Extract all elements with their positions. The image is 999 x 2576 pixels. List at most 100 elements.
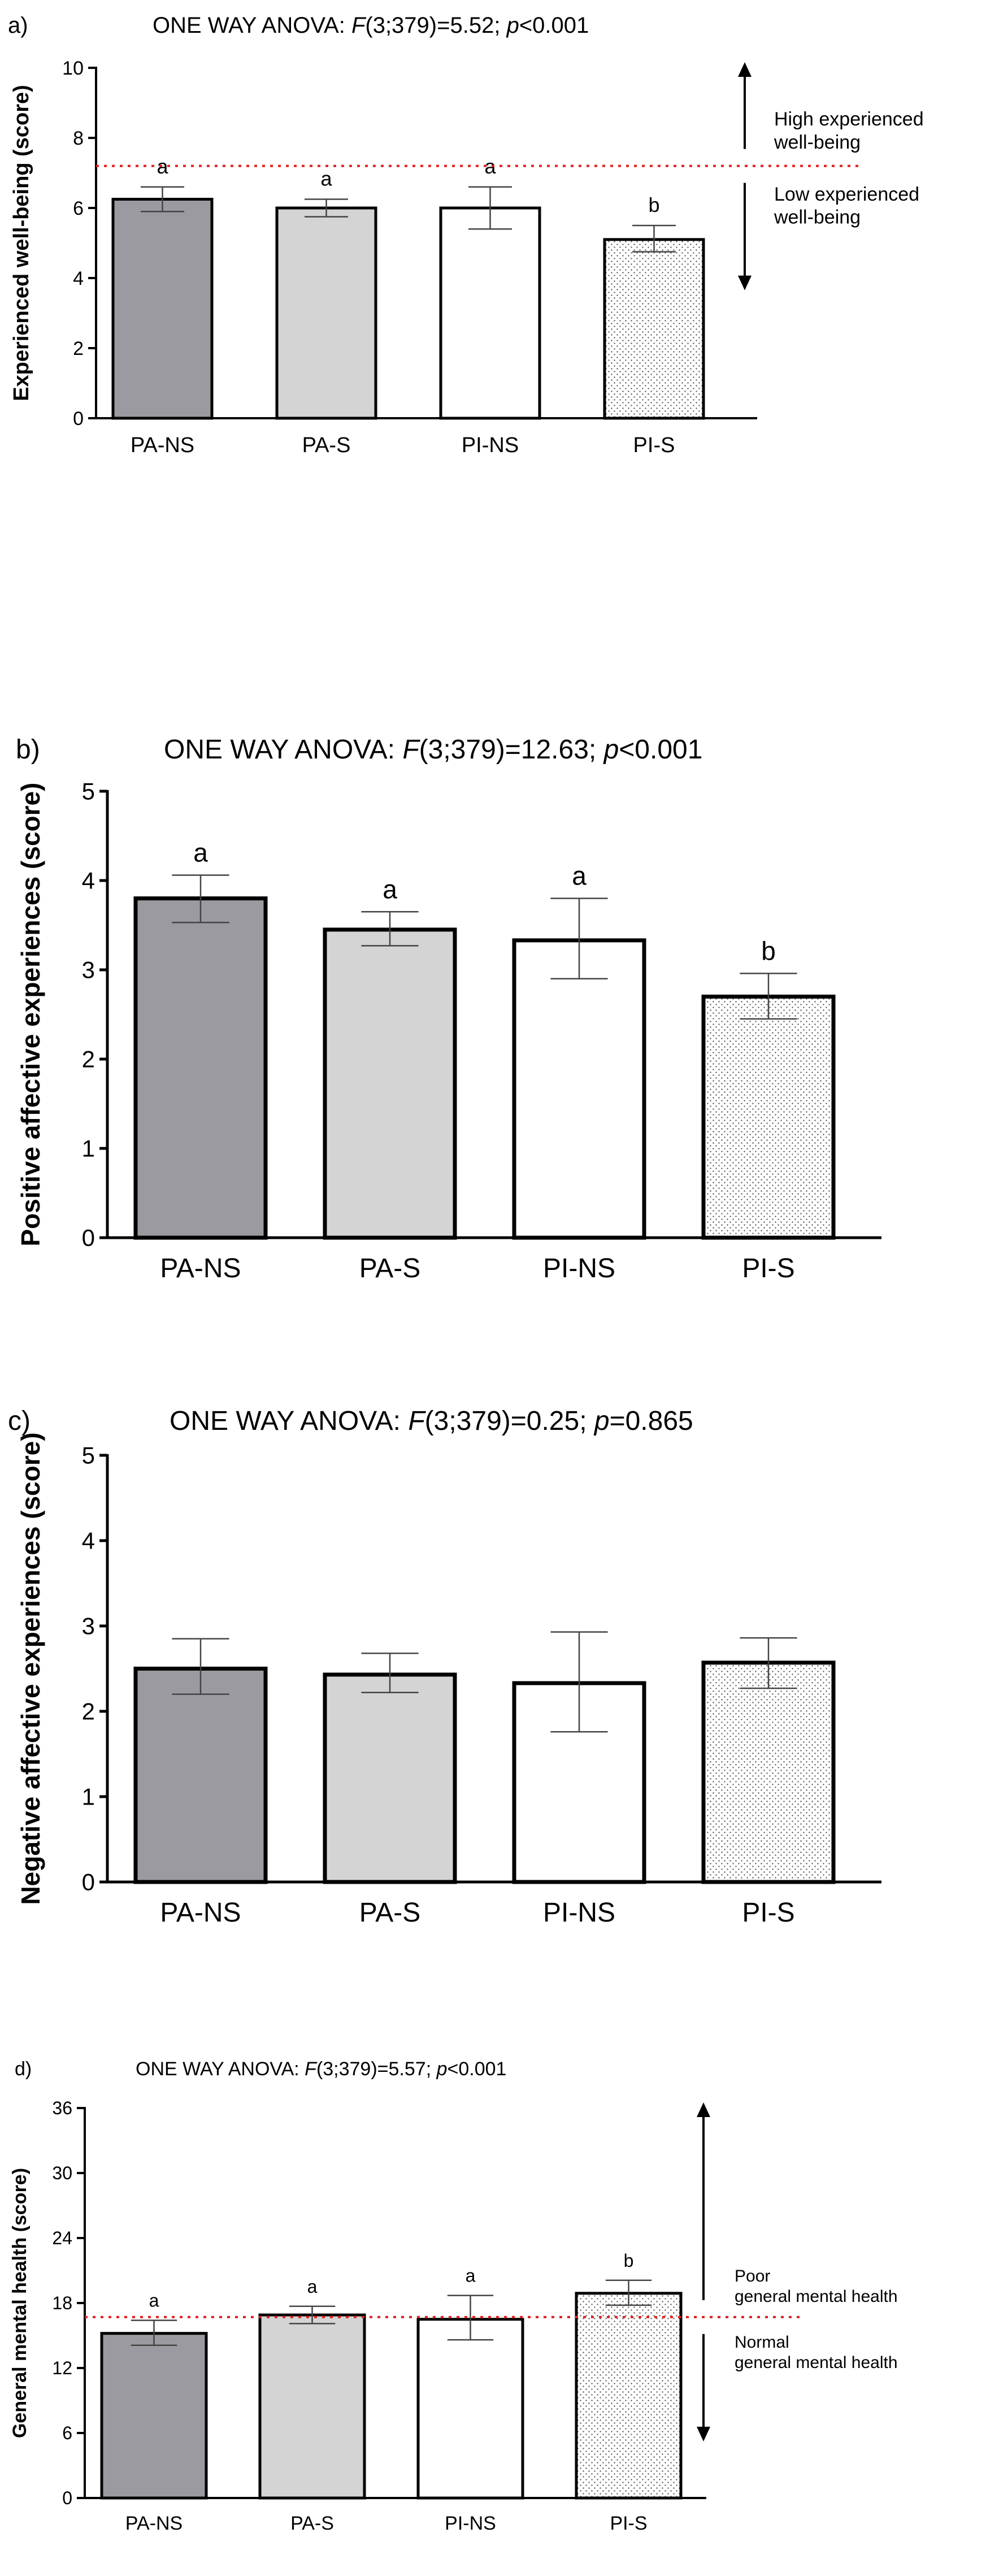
y-tick-label: 4 bbox=[82, 1528, 95, 1554]
title-mid: (3;379)=0.25; bbox=[425, 1406, 594, 1436]
annotation-high-line2: general mental health bbox=[735, 2287, 898, 2306]
y-tick-label: 5 bbox=[82, 778, 95, 805]
title-p: p bbox=[506, 13, 519, 38]
panel-label: d) bbox=[15, 2058, 32, 2080]
title-F: F bbox=[351, 13, 367, 38]
x-tick-label: PA-NS bbox=[131, 433, 194, 457]
significance-letter: a bbox=[307, 2276, 318, 2297]
bar-pa-s bbox=[323, 1672, 457, 1884]
y-tick-label: 0 bbox=[82, 1869, 95, 1896]
y-tick-label: 6 bbox=[73, 198, 84, 219]
title-F: F bbox=[408, 1406, 426, 1436]
bar-pi-ns bbox=[416, 2318, 524, 2500]
x-tick-label: PA-NS bbox=[160, 1254, 241, 1283]
x-tick-label: PI-NS bbox=[445, 2513, 496, 2534]
chart-title: ONE WAY ANOVA: F(3;379)=0.25; p=0.865 bbox=[170, 1406, 693, 1436]
x-tick-label: PA-S bbox=[359, 1898, 420, 1928]
title-mid: (3;379)=5.52; bbox=[365, 13, 506, 38]
title-p: p bbox=[436, 2058, 448, 2080]
x-tick-label: PA-S bbox=[290, 2513, 334, 2534]
bar-pa-ns bbox=[133, 896, 268, 1240]
annotation-low-line1: Low experienced bbox=[774, 184, 919, 205]
annotation-low-line2: well-being bbox=[774, 207, 861, 228]
chart-title: ONE WAY ANOVA: F(3;379)=5.52; p<0.001 bbox=[153, 13, 589, 38]
y-tick-label: 6 bbox=[62, 2423, 72, 2443]
title-mid: (3;379)=12.63; bbox=[419, 735, 604, 765]
chart-panel-b: b) ONE WAY ANOVA: F(3;379)=12.63; p<0.001… bbox=[16, 735, 881, 1283]
y-tick-label: 5 bbox=[82, 1442, 95, 1469]
x-tick-label: PI-NS bbox=[462, 433, 519, 457]
y-tick-label: 0 bbox=[73, 408, 84, 430]
significance-letter: a bbox=[157, 155, 168, 178]
bar-pa-s bbox=[258, 2313, 366, 2500]
annotation-high-line2: well-being bbox=[774, 132, 861, 153]
y-tick-label: 1 bbox=[82, 1135, 95, 1162]
title-mid: (3;379)=5.57; bbox=[316, 2058, 437, 2080]
arrow-up-icon bbox=[697, 2102, 710, 2117]
bar-pa-ns bbox=[111, 198, 214, 420]
y-tick-label: 8 bbox=[73, 128, 84, 149]
significance-letter: a bbox=[193, 838, 208, 868]
x-tick-label: PI-S bbox=[742, 1898, 794, 1928]
panel-label: b) bbox=[16, 735, 40, 765]
x-tick-label: PA-NS bbox=[125, 2513, 183, 2534]
y-tick-label: 2 bbox=[82, 1046, 95, 1073]
chart-title: ONE WAY ANOVA: F(3;379)=5.57; p<0.001 bbox=[136, 2058, 506, 2080]
y-tick-label: 1 bbox=[82, 1784, 95, 1810]
y-tick-label: 0 bbox=[62, 2488, 72, 2508]
annotation-low-line1: Normal bbox=[735, 2333, 789, 2352]
significance-letter: b bbox=[761, 936, 776, 965]
title-end: <0.001 bbox=[619, 735, 702, 765]
arrow-up-icon bbox=[738, 62, 752, 77]
bar-pi-ns bbox=[512, 938, 646, 1240]
annotation-high-line1: High experienced bbox=[774, 109, 924, 130]
y-tick-label: 3 bbox=[82, 1613, 95, 1640]
title-F: F bbox=[305, 2058, 318, 2080]
y-tick-label: 2 bbox=[82, 1698, 95, 1725]
y-tick-label: 30 bbox=[52, 2163, 72, 2183]
significance-letter: a bbox=[149, 2291, 159, 2311]
y-axis-label: Positive affective experiences (score) bbox=[16, 783, 45, 1247]
x-tick-label: PA-NS bbox=[160, 1898, 241, 1928]
title-end: =0.865 bbox=[610, 1406, 693, 1436]
significance-letter: a bbox=[320, 167, 332, 190]
y-axis-label: Experienced well-being (score) bbox=[10, 85, 33, 401]
significance-letter: a bbox=[484, 155, 496, 178]
x-tick-label: PI-NS bbox=[543, 1898, 615, 1928]
title-prefix: ONE WAY ANOVA: bbox=[164, 735, 402, 765]
arrow-down-icon bbox=[697, 2426, 710, 2441]
bar-pi-s bbox=[575, 2292, 683, 2500]
bar-pi-ns bbox=[439, 206, 541, 420]
y-tick-label: 4 bbox=[73, 268, 84, 289]
y-tick-label: 4 bbox=[82, 868, 95, 894]
significance-letter: b bbox=[624, 2250, 634, 2271]
bar-pi-s bbox=[701, 1660, 836, 1884]
x-tick-label: PI-S bbox=[610, 2513, 647, 2534]
y-axis-label: General mental health (score) bbox=[9, 2168, 31, 2438]
x-tick-label: PI-NS bbox=[543, 1254, 615, 1283]
title-end: <0.001 bbox=[448, 2058, 507, 2080]
x-tick-label: PA-S bbox=[302, 433, 351, 457]
x-tick-label: PI-S bbox=[633, 433, 675, 457]
title-F: F bbox=[402, 735, 420, 765]
panel-label: c) bbox=[8, 1406, 31, 1436]
bar-pa-s bbox=[275, 206, 377, 420]
chart-panel-c: c) ONE WAY ANOVA: F(3;379)=0.25; p=0.865 0… bbox=[8, 1406, 881, 1928]
title-prefix: ONE WAY ANOVA: bbox=[153, 13, 351, 38]
title-prefix: ONE WAY ANOVA: bbox=[170, 1406, 408, 1436]
chart-panel-d: d) ONE WAY ANOVA: F(3;379)=5.57; p<0.001 0… bbox=[9, 2058, 898, 2534]
chart-panel-a: a) ONE WAY ANOVA: F(3;379)=5.52; p<0.001 0… bbox=[8, 13, 924, 457]
title-prefix: ONE WAY ANOVA: bbox=[136, 2058, 305, 2080]
y-tick-label: 2 bbox=[73, 338, 84, 359]
significance-letter: a bbox=[383, 874, 397, 904]
x-tick-label: PI-S bbox=[742, 1254, 794, 1283]
y-tick-label: 36 bbox=[52, 2098, 72, 2118]
bar-pi-s bbox=[603, 238, 705, 420]
y-tick-label: 3 bbox=[82, 957, 95, 983]
significance-letter: a bbox=[572, 861, 587, 891]
y-tick-label: 18 bbox=[52, 2293, 72, 2313]
title-p: p bbox=[603, 735, 619, 765]
annotation-low-line2: general mental health bbox=[735, 2353, 898, 2372]
chart-title: ONE WAY ANOVA: F(3;379)=12.63; p<0.001 bbox=[164, 735, 702, 765]
y-axis-label: Negative affective experiences (score) bbox=[16, 1432, 45, 1905]
